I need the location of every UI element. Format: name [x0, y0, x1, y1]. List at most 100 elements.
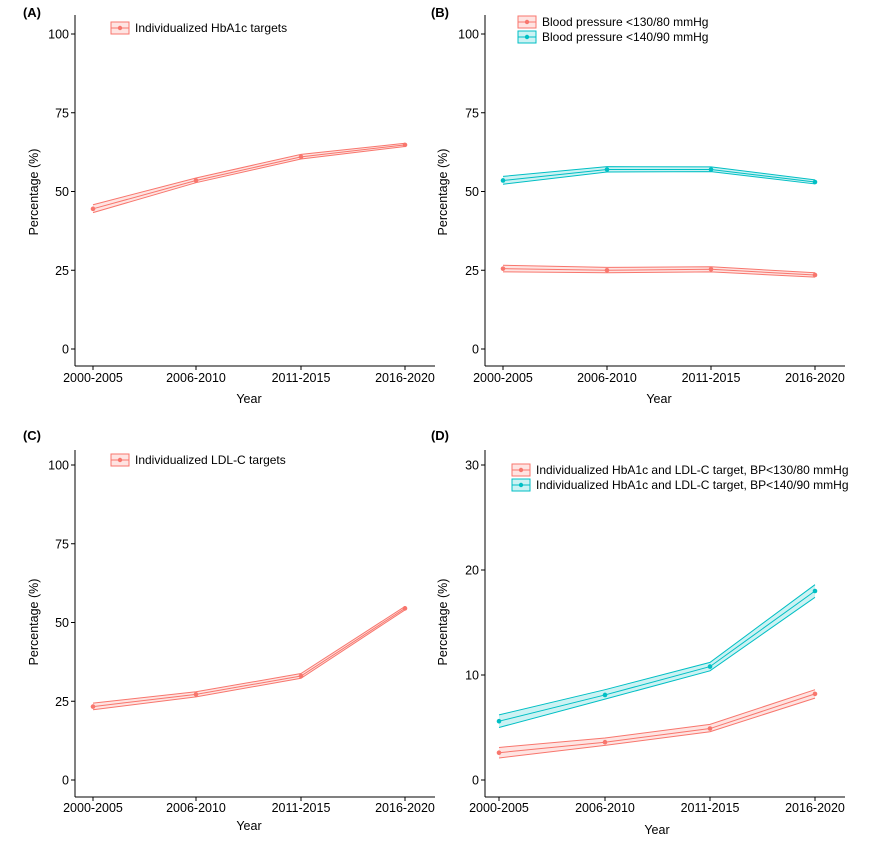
data-point: [812, 179, 818, 185]
x-tick-label: 2011-2015: [272, 371, 331, 385]
legend-key-point: [524, 34, 530, 40]
x-tick-label: 2006-2010: [577, 371, 637, 385]
data-point: [604, 267, 610, 273]
series-line: [92, 607, 406, 708]
y-tick-label: 100: [48, 28, 69, 42]
data-point: [193, 178, 199, 183]
legend-key-point: [117, 25, 123, 31]
chart-panel-b: (B) 0 25 50 75 100 2000-2005 2006-2010 2011-2015…: [431, 5, 845, 406]
legend-key-point: [117, 457, 123, 463]
x-tick-label: 2011-2015: [681, 801, 740, 815]
legend-entry: Individualized HbA1c and LDL-C target, B…: [511, 463, 849, 477]
series-0: [90, 606, 408, 711]
panel-label: (A): [23, 5, 41, 20]
data-point: [812, 691, 818, 697]
x-axis-title: Year: [644, 823, 669, 837]
x-tick-label: 2006-2010: [166, 801, 226, 815]
series-line: [498, 590, 816, 722]
y-tick-label: 50: [55, 616, 69, 630]
chart-panel-a: (A) 0 25 50 75 100 2000-2005 2006-2010 2011-2015…: [23, 5, 435, 406]
data-point: [496, 750, 502, 755]
y-tick-label: 100: [48, 459, 69, 473]
y-axis-title: Percentage (%): [27, 579, 41, 666]
legend-label: Individualized HbA1c and LDL-C target, B…: [536, 478, 849, 492]
data-point: [708, 167, 714, 172]
y-tick-label: 0: [472, 774, 479, 788]
band-upper-edge: [92, 142, 406, 206]
y-tick-label: 50: [55, 185, 69, 199]
panel-label: (C): [23, 428, 41, 443]
data-point: [707, 726, 713, 731]
data-point: [402, 606, 408, 611]
series-0: [90, 142, 408, 214]
confidence-band: [93, 606, 405, 710]
y-tick-label: 75: [55, 106, 69, 120]
legend-label: Individualized HbA1c and LDL-C target, B…: [536, 463, 849, 477]
series-line: [502, 168, 816, 183]
y-axis-title: Percentage (%): [436, 149, 450, 236]
data-point: [90, 206, 96, 212]
data-point: [193, 692, 199, 697]
series-0: [496, 689, 818, 759]
data-point: [298, 673, 304, 679]
band-upper-edge: [92, 606, 406, 704]
legend-label: Individualized HbA1c targets: [135, 21, 287, 35]
x-tick-label: 2006-2010: [166, 371, 226, 385]
chart-panel-c: (C) 0 25 50 75 100 2000-2005 2006-2010 2011-2015…: [23, 428, 435, 833]
y-tick-label: 100: [458, 28, 479, 42]
data-point: [298, 154, 304, 160]
y-tick-label: 0: [62, 343, 69, 357]
y-tick-label: 75: [465, 106, 479, 120]
y-tick-label: 20: [465, 564, 479, 578]
legend-entry: Individualized HbA1c and LDL-C target, B…: [511, 478, 849, 492]
legend-key-point: [518, 482, 524, 488]
band-lower-edge: [502, 171, 816, 185]
legend-key-point: [518, 467, 524, 473]
legend-entry: Individualized LDL-C targets: [110, 453, 286, 467]
x-tick-label: 2006-2010: [575, 801, 635, 815]
series-line: [498, 693, 816, 754]
series-0: [500, 264, 818, 278]
x-tick-label: 2000-2005: [469, 801, 529, 815]
data-point: [90, 704, 96, 709]
y-tick-label: 75: [55, 537, 69, 551]
band-lower-edge: [498, 697, 816, 759]
x-tick-label: 2000-2005: [63, 371, 123, 385]
legend-label: Individualized LDL-C targets: [135, 453, 286, 467]
y-tick-label: 30: [465, 459, 479, 473]
confidence-band: [93, 143, 405, 213]
x-tick-label: 2000-2005: [473, 371, 533, 385]
data-point: [604, 167, 610, 172]
y-axis-title: Percentage (%): [27, 149, 41, 236]
x-tick-label: 2016-2020: [375, 801, 435, 815]
x-tick-label: 2000-2005: [63, 801, 123, 815]
x-tick-label: 2011-2015: [272, 801, 331, 815]
data-point: [707, 664, 713, 669]
data-point: [812, 588, 818, 594]
data-point: [500, 266, 506, 271]
x-axis-title: Year: [236, 392, 261, 406]
x-tick-label: 2016-2020: [785, 371, 845, 385]
y-tick-label: 0: [472, 343, 479, 357]
panel-label: (D): [431, 428, 449, 443]
x-tick-label: 2016-2020: [375, 371, 435, 385]
x-axis-title: Year: [236, 819, 261, 833]
data-point: [402, 142, 408, 148]
y-tick-label: 25: [465, 264, 479, 278]
y-axis-title: Percentage (%): [436, 579, 450, 666]
data-point: [708, 267, 714, 272]
panel-label: (B): [431, 5, 449, 20]
legend-key-point: [524, 19, 530, 25]
band-lower-edge: [92, 609, 406, 711]
x-tick-label: 2011-2015: [682, 371, 741, 385]
data-point: [602, 692, 608, 698]
y-tick-label: 25: [55, 264, 69, 278]
legend-entry: Blood pressure <130/80 mmHg: [517, 15, 708, 29]
y-tick-label: 10: [465, 669, 479, 683]
x-axis-title: Year: [646, 392, 671, 406]
band-upper-edge: [498, 689, 816, 748]
confidence-band: [503, 166, 815, 185]
band-lower-edge: [92, 145, 406, 214]
legend-label: Blood pressure <140/90 mmHg: [542, 30, 708, 44]
y-tick-label: 0: [62, 774, 69, 788]
